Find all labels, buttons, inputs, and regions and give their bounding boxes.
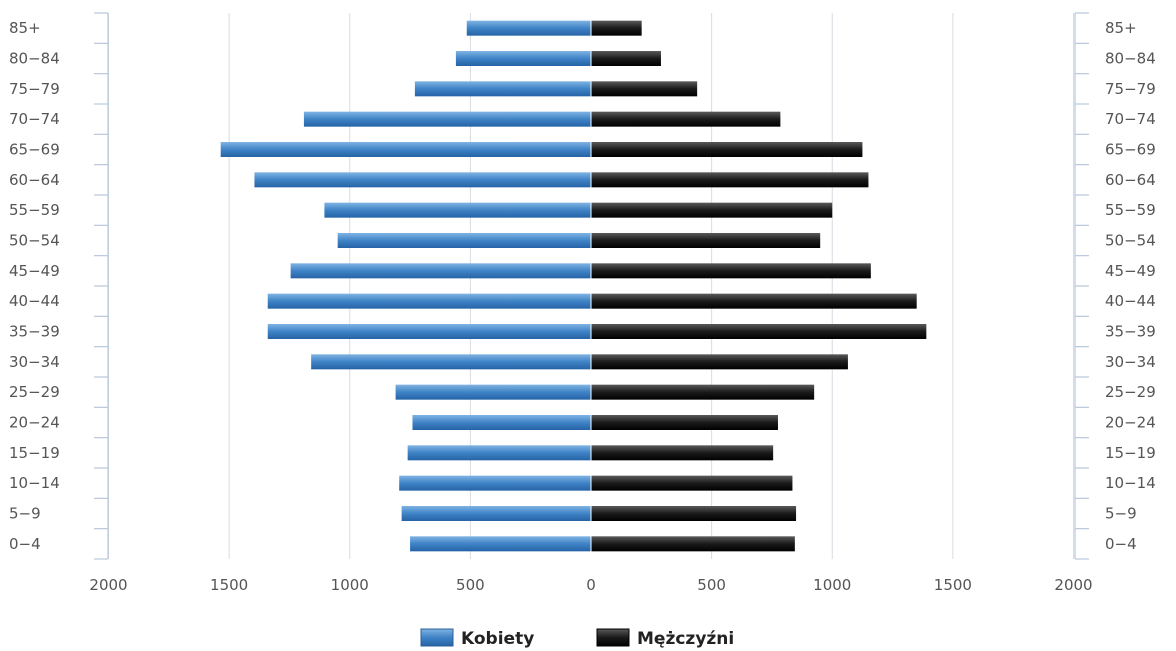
bar-mezczyzni (591, 415, 778, 430)
category-label: 15−19 (1105, 444, 1156, 462)
category-label: 10−14 (1105, 474, 1156, 492)
bar-kobiety (267, 293, 591, 309)
category-label: 0−4 (1105, 535, 1137, 553)
category-label: 45−49 (1105, 262, 1156, 280)
bar-kobiety (410, 536, 591, 552)
bars (220, 13, 927, 559)
category-label: 50−54 (1105, 232, 1156, 250)
legend-swatch (420, 628, 454, 647)
bar-kobiety (337, 233, 591, 248)
x-tick-label: 1500 (934, 576, 972, 594)
bar-mezczyzni (591, 384, 815, 400)
bar-kobiety (395, 384, 591, 400)
bar-mezczyzni (591, 293, 917, 309)
legend-label: Mężczyźni (637, 629, 734, 649)
category-label: 70−74 (9, 110, 60, 128)
x-tick-label: 500 (697, 576, 726, 594)
bar-kobiety (401, 506, 591, 521)
category-label: 35−39 (1105, 323, 1156, 341)
category-label: 15−19 (9, 444, 60, 462)
bar-mezczyzni (591, 475, 793, 491)
bar-kobiety (324, 202, 591, 218)
bar-mezczyzni (591, 233, 821, 248)
legend: Kobiety Mężczyźni (420, 628, 734, 649)
category-label: 10−14 (9, 474, 60, 492)
legend-item-kobiety: Kobiety (420, 628, 534, 649)
category-label: 35−39 (9, 323, 60, 341)
bar-kobiety (303, 111, 591, 127)
bar-mezczyzni (591, 142, 863, 157)
bar-kobiety (311, 354, 591, 370)
bar-mezczyzni (591, 20, 642, 36)
category-label: 5−9 (9, 505, 41, 523)
bar-kobiety (455, 51, 591, 66)
x-tick-label: 2000 (1054, 576, 1092, 594)
category-label: 25−29 (1105, 383, 1156, 401)
x-axis-tick-labels: 2000 1500 1000 500 0 500 1000 1500 2000 (89, 576, 1092, 594)
category-label: 70−74 (1105, 110, 1156, 128)
bar-mezczyzni (591, 202, 833, 218)
bar-mezczyzni (591, 172, 869, 188)
bar-mezczyzni (591, 51, 661, 66)
category-label: 30−34 (1105, 353, 1156, 371)
x-tick-label: 1500 (210, 576, 248, 594)
category-label: 0−4 (9, 535, 41, 553)
category-label: 25−29 (9, 383, 60, 401)
legend-swatch (596, 628, 630, 647)
bar-mezczyzni (591, 536, 795, 552)
category-label: 20−24 (9, 414, 60, 432)
category-label: 75−79 (9, 80, 60, 98)
x-tick-label: 1000 (331, 576, 369, 594)
category-label: 55−59 (1105, 201, 1156, 219)
category-label: 20−24 (1105, 414, 1156, 432)
right-category-axis: 0−4 5−9 10−14 15−19 20−24 25−29 30−34 35−39 40−4… (1074, 12, 1156, 560)
category-label: 40−44 (1105, 292, 1156, 310)
x-tick-label: 1000 (813, 576, 851, 594)
x-tick-label: 2000 (89, 576, 127, 594)
category-label: 80−84 (9, 50, 60, 68)
left-category-axis: 0−4 5−9 10−14 15−19 20−24 25−29 30−34 35−39 40−4… (9, 12, 109, 560)
category-label: 80−84 (1105, 50, 1156, 68)
bar-kobiety (414, 81, 591, 97)
bar-mezczyzni (591, 111, 781, 127)
category-label: 30−34 (9, 353, 60, 371)
x-tick-label: 0 (586, 576, 596, 594)
category-label: 65−69 (1105, 141, 1156, 159)
bar-kobiety (290, 263, 591, 279)
bar-kobiety (267, 324, 591, 339)
bar-kobiety (407, 445, 591, 461)
category-label: 60−64 (1105, 171, 1156, 189)
bar-kobiety (412, 415, 591, 430)
gridlines (108, 13, 1074, 559)
bar-mezczyzni (591, 506, 797, 521)
bar-kobiety (254, 172, 592, 188)
category-label: 85+ (9, 19, 41, 37)
category-label: 85+ (1105, 19, 1137, 37)
bar-mezczyzni (591, 263, 871, 279)
legend-label: Kobiety (461, 629, 534, 649)
bar-mezczyzni (591, 81, 698, 97)
category-label: 65−69 (9, 141, 60, 159)
bar-kobiety (466, 20, 591, 36)
legend-item-mezczyzni: Mężczyźni (596, 628, 734, 649)
bar-mezczyzni (591, 445, 774, 461)
category-label: 50−54 (9, 232, 60, 250)
category-label: 60−64 (9, 171, 60, 189)
category-label: 55−59 (9, 201, 60, 219)
x-tick-label: 500 (456, 576, 485, 594)
category-label: 45−49 (9, 262, 60, 280)
category-label: 40−44 (9, 292, 60, 310)
bar-mezczyzni (591, 354, 848, 370)
bar-mezczyzni (591, 324, 927, 339)
category-label: 75−79 (1105, 80, 1156, 98)
bar-kobiety (399, 475, 591, 491)
category-label: 5−9 (1105, 505, 1137, 523)
bar-kobiety (220, 142, 591, 157)
